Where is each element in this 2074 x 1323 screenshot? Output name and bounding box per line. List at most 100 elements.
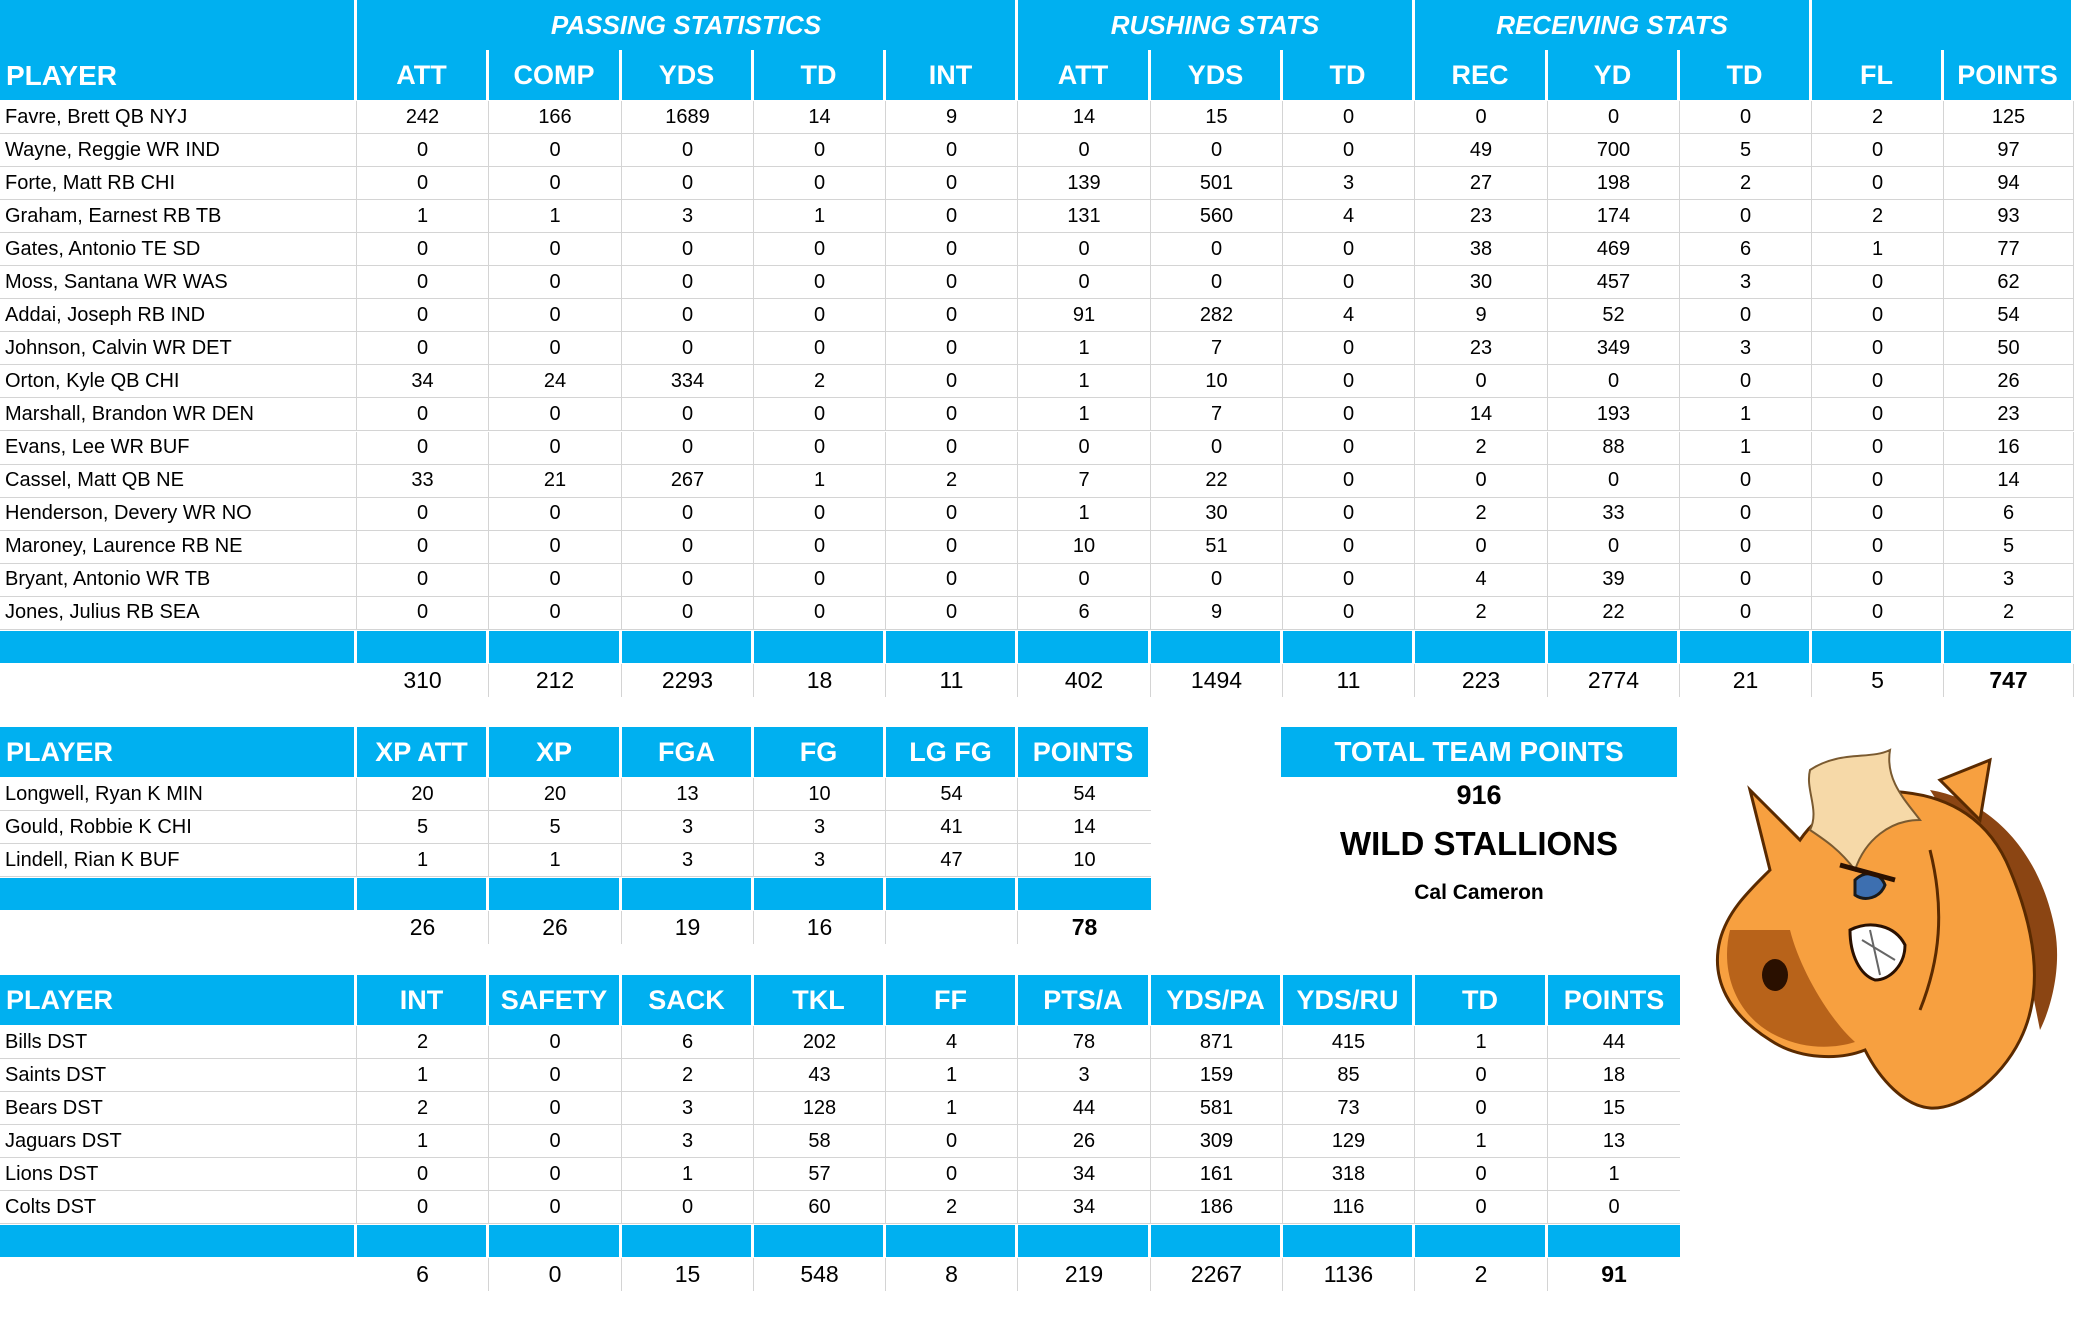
stat-cell: 44 <box>1018 1092 1151 1126</box>
stat-cell: 0 <box>1548 365 1680 399</box>
separator-bar <box>0 630 354 663</box>
stat-cell: 0 <box>886 167 1018 201</box>
kicker-total: 26 <box>489 911 622 945</box>
stat-cell: 2 <box>1812 200 1944 234</box>
stat-cell: 38 <box>1415 233 1548 267</box>
stat-cell: 52 <box>1548 299 1680 333</box>
defense-column-header: TD <box>1415 975 1545 1025</box>
stat-cell: 0 <box>357 134 489 168</box>
defense-team-name: Colts DST <box>0 1191 357 1225</box>
defense-team-name: Lions DST <box>0 1158 357 1192</box>
stat-cell: 1 <box>1680 431 1812 465</box>
stat-cell: 0 <box>1548 464 1680 498</box>
stat-cell: 0 <box>1680 497 1812 531</box>
stat-cell: 0 <box>357 1158 489 1192</box>
stat-cell: 186 <box>1151 1191 1283 1225</box>
player-name: Moss, Santana WR WAS <box>0 266 357 300</box>
stat-cell: 193 <box>1548 398 1680 432</box>
defense-total-points: 91 <box>1601 1261 1627 1288</box>
stat-cell: 0 <box>489 299 622 333</box>
defense-column-header: YDS/PA <box>1151 975 1280 1025</box>
stat-cell: 0 <box>886 365 1018 399</box>
stat-cell: 3 <box>1944 563 2074 597</box>
stat-cell: 139 <box>1018 167 1151 201</box>
stat-cell: 14 <box>1018 811 1151 845</box>
stat-cell: 10 <box>1151 365 1283 399</box>
stat-cell: 26 <box>1944 365 2074 399</box>
stat-cell: 1 <box>1415 1125 1548 1159</box>
stat-cell: 15 <box>1151 101 1283 135</box>
stat-cell: 0 <box>886 200 1018 234</box>
defense-column-header: INT <box>357 975 486 1025</box>
stat-cell: 0 <box>489 1026 622 1060</box>
stat-cell: 3 <box>754 811 886 845</box>
stat-cell: 0 <box>754 398 886 432</box>
stat-cell: 0 <box>1018 563 1151 597</box>
stat-cell: 0 <box>622 596 754 630</box>
stat-cell: 0 <box>754 497 886 531</box>
kicker-column-header: PLAYER <box>0 727 354 777</box>
kicker-name: Gould, Robbie K CHI <box>0 811 357 845</box>
stat-cell: 6 <box>1018 596 1151 630</box>
stat-cell: 0 <box>622 134 754 168</box>
defense-team-name: Bills DST <box>0 1026 357 1060</box>
separator-bar <box>1018 1225 1148 1258</box>
stat-cell: 4 <box>1283 299 1415 333</box>
stat-cell: 0 <box>357 1191 489 1225</box>
stat-cell: 54 <box>886 778 1018 812</box>
stat-cell: 0 <box>1283 101 1415 135</box>
stat-cell: 159 <box>1151 1059 1283 1093</box>
stat-cell: 3 <box>622 811 754 845</box>
stat-cell: 0 <box>357 233 489 267</box>
stat-cell: 0 <box>1812 464 1944 498</box>
offense-total: 2293 <box>622 663 754 697</box>
separator-bar <box>1812 630 1941 663</box>
offense-total: 2774 <box>1548 663 1680 697</box>
stat-cell: 0 <box>622 266 754 300</box>
defense-total: 2267 <box>1151 1258 1283 1292</box>
stat-cell: 4 <box>1283 200 1415 234</box>
separator-bar <box>489 1225 619 1258</box>
kicker-column-header: FGA <box>622 727 751 777</box>
stat-cell: 21 <box>489 464 622 498</box>
defense-column-header: PTS/A <box>1018 975 1148 1025</box>
stat-cell: 0 <box>1812 530 1944 564</box>
offense-column-header: ATT <box>357 50 486 100</box>
stat-cell: 0 <box>1283 431 1415 465</box>
separator-bar <box>1944 630 2071 663</box>
stat-cell: 0 <box>622 167 754 201</box>
stat-cell: 0 <box>622 1191 754 1225</box>
stat-cell: 0 <box>754 530 886 564</box>
stat-cell: 0 <box>1415 530 1548 564</box>
stat-cell: 5 <box>1944 530 2074 564</box>
kicker-name: Longwell, Ryan K MIN <box>0 778 357 812</box>
stat-cell: 9 <box>886 101 1018 135</box>
separator-bar <box>357 878 486 911</box>
stat-cell: 0 <box>886 497 1018 531</box>
stat-cell: 30 <box>1151 497 1283 531</box>
stat-cell: 4 <box>1415 563 1548 597</box>
offense-total: 310 <box>357 663 489 697</box>
stat-cell: 30 <box>1415 266 1548 300</box>
stat-cell: 0 <box>1283 563 1415 597</box>
kicker-total: 26 <box>357 911 489 945</box>
defense-column-header: YDS/RU <box>1283 975 1412 1025</box>
stat-cell: 0 <box>754 563 886 597</box>
stat-cell: 3 <box>1680 332 1812 366</box>
kicker-column-header: LG FG <box>886 727 1015 777</box>
stat-cell: 54 <box>1018 778 1151 812</box>
stat-cell: 0 <box>1283 332 1415 366</box>
stat-cell: 13 <box>1548 1125 1680 1159</box>
stat-cell: 0 <box>1283 398 1415 432</box>
stat-cell: 1 <box>1680 398 1812 432</box>
stat-cell: 0 <box>1415 365 1548 399</box>
stat-cell: 0 <box>622 431 754 465</box>
separator-bar <box>357 630 486 663</box>
stat-cell: 15 <box>1548 1092 1680 1126</box>
stat-cell: 2 <box>886 464 1018 498</box>
defense-total: 8 <box>886 1258 1018 1292</box>
stat-cell: 161 <box>1151 1158 1283 1192</box>
stat-cell: 33 <box>357 464 489 498</box>
stat-cell: 0 <box>357 299 489 333</box>
defense-total: 219 <box>1018 1258 1151 1292</box>
